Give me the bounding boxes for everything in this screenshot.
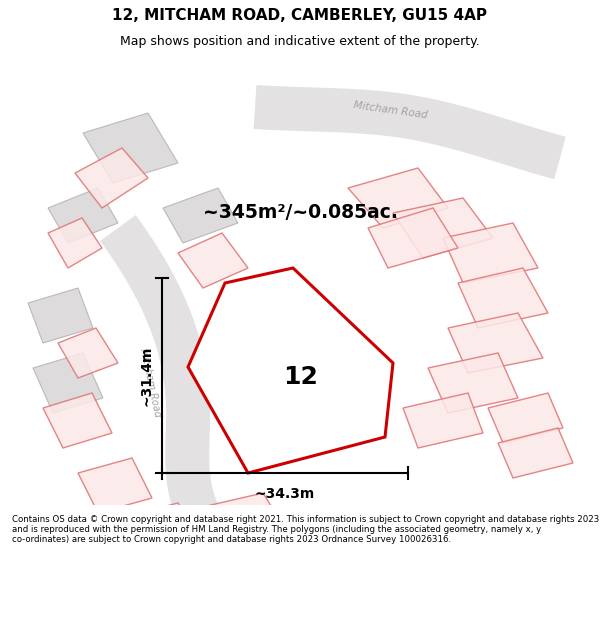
Polygon shape [318, 518, 408, 573]
Text: Mitcham Road: Mitcham Road [352, 100, 428, 120]
Polygon shape [43, 393, 112, 448]
Polygon shape [403, 393, 483, 448]
Polygon shape [48, 188, 118, 243]
Polygon shape [83, 113, 178, 183]
Polygon shape [58, 328, 118, 378]
Polygon shape [48, 218, 102, 268]
Polygon shape [488, 393, 563, 443]
Text: Mitcham Road: Mitcham Road [138, 348, 162, 418]
Text: ~34.3m: ~34.3m [255, 487, 315, 501]
Polygon shape [163, 188, 238, 243]
Text: ~31.4m: ~31.4m [140, 345, 154, 406]
Polygon shape [178, 233, 248, 288]
Polygon shape [28, 288, 93, 343]
Polygon shape [428, 353, 518, 413]
Polygon shape [118, 503, 202, 558]
Text: 12: 12 [283, 365, 318, 389]
Polygon shape [254, 85, 566, 179]
Polygon shape [198, 493, 288, 548]
Polygon shape [78, 458, 152, 513]
Polygon shape [75, 148, 148, 208]
Polygon shape [188, 268, 393, 473]
Polygon shape [448, 313, 543, 373]
Polygon shape [100, 215, 218, 522]
Polygon shape [253, 508, 348, 563]
Text: Contains OS data © Crown copyright and database right 2021. This information is : Contains OS data © Crown copyright and d… [12, 514, 599, 544]
Polygon shape [458, 268, 548, 328]
Polygon shape [368, 208, 458, 268]
Polygon shape [393, 198, 493, 258]
Polygon shape [33, 353, 103, 413]
Text: Map shows position and indicative extent of the property.: Map shows position and indicative extent… [120, 35, 480, 48]
Text: ~345m²/~0.085ac.: ~345m²/~0.085ac. [203, 204, 397, 222]
Polygon shape [348, 168, 448, 228]
Polygon shape [443, 223, 538, 283]
Polygon shape [498, 428, 573, 478]
Text: 12, MITCHAM ROAD, CAMBERLEY, GU15 4AP: 12, MITCHAM ROAD, CAMBERLEY, GU15 4AP [113, 8, 487, 23]
